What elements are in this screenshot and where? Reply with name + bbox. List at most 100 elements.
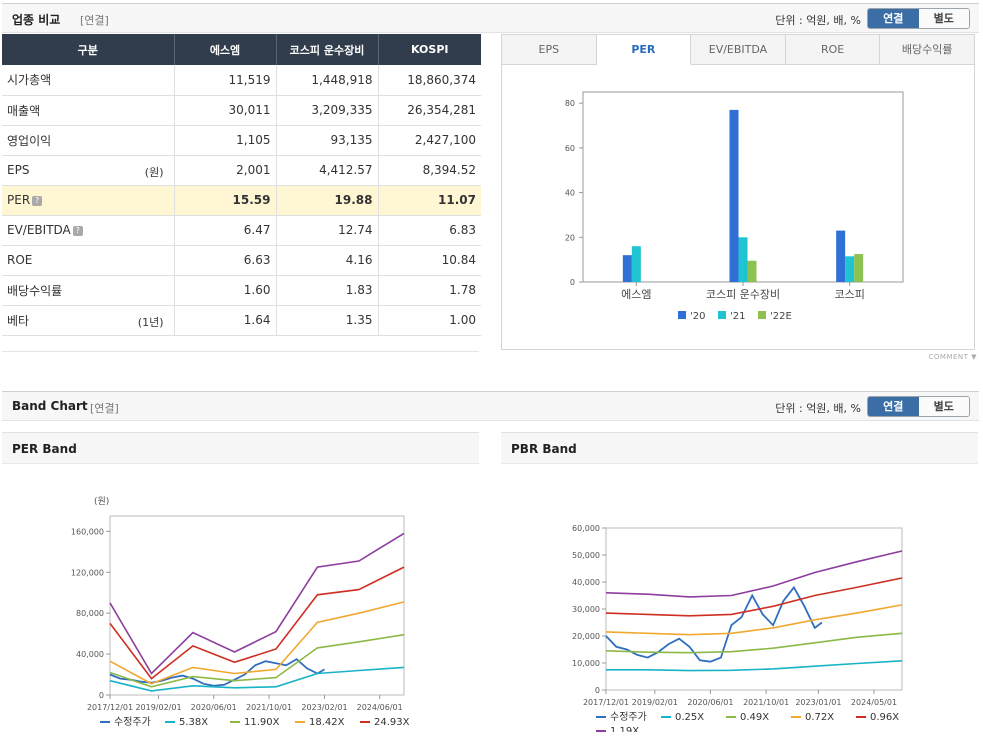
separate-button[interactable]: 별도 [918, 9, 969, 28]
band-section-title: Band Chart [12, 399, 88, 413]
row-value: 93,135 [276, 125, 379, 156]
legend-label: '21 [730, 311, 745, 322]
band-chart-header: Band Chart [연결] 단위 : 억원, 배, % 연결 별도 [2, 391, 979, 421]
row-unit-note: (원) [144, 165, 164, 179]
series-line [109, 532, 405, 675]
per-chart-panel: 0 20 40 60 80 에스엠 코스피 운수장비 코스피 '20 '21 '22E [501, 64, 975, 350]
table-row: EPS (원) 2,001 4,412.57 8,394.52 [2, 155, 481, 186]
legend-label: '20 [690, 311, 705, 322]
series-line [109, 633, 405, 688]
row-label: PER? [2, 185, 175, 216]
row-label-text: ROE [7, 253, 33, 267]
band-separate-button[interactable]: 별도 [918, 397, 969, 416]
tab-ev-ebitda[interactable]: EV/EBITDA [691, 35, 786, 65]
row-value: 1.60 [174, 275, 277, 306]
y-tick-label: 0 [570, 278, 575, 287]
y-tick-label: 160,000 [71, 527, 104, 536]
tab-eps[interactable]: EPS [502, 35, 597, 65]
x-tick-label: 2017/12/01 [87, 703, 133, 712]
row-label: 배당수익률 [2, 275, 175, 306]
table-row: 배당수익률 1.60 1.83 1.78 [2, 275, 481, 306]
series-line [109, 658, 325, 687]
legend-label: '22E [770, 311, 792, 322]
per-band-panel: PER Band (원) 0 40,000 80,000 120,000 160,000 2… [2, 432, 479, 739]
row-value: 1.64 [174, 305, 277, 336]
bar [747, 260, 757, 282]
section-title: 업종 비교 [12, 13, 61, 27]
table-row: EV/EBITDA? 6.47 12.74 6.83 [2, 215, 481, 246]
row-label: 영업이익 [2, 125, 175, 156]
legend-label: 0.96X [870, 712, 899, 723]
series-line [605, 604, 903, 636]
legend-label: 수정주가 [610, 711, 647, 723]
x-tick-label: 2024/06/01 [357, 703, 403, 712]
consolidated-button[interactable]: 연결 [868, 9, 919, 28]
y-unit-label: (원) [94, 496, 109, 507]
metric-tabs: EPS PER EV/EBITDA ROE 배당수익률 [501, 34, 975, 65]
row-value: 6.47 [174, 215, 277, 246]
unit-label: 단위 : 억원, 배, % [775, 14, 861, 27]
row-value: 12.74 [276, 215, 379, 246]
band-consolidated-toggle: 연결 별도 [867, 396, 970, 417]
legend-swatch [718, 311, 726, 319]
legend-label: 0.49X [740, 712, 769, 723]
row-value: 1.35 [276, 305, 379, 336]
series-line [605, 550, 903, 598]
legend-label: 11.90X [244, 717, 280, 728]
x-tick-label: 2020/06/01 [687, 698, 733, 707]
y-tick-label: 20 [565, 233, 575, 242]
row-value: 2,427,100 [378, 125, 481, 156]
y-tick-label: 40 [565, 189, 575, 198]
series-line [605, 585, 823, 663]
legend-label: 24.93X [374, 717, 410, 728]
row-label: 매출액 [2, 95, 175, 126]
row-value: 30,011 [174, 95, 277, 126]
legend-label: 0.25X [675, 712, 704, 723]
y-tick-label: 10,000 [572, 659, 600, 668]
bar [738, 237, 748, 282]
y-tick-label: 20,000 [572, 632, 600, 641]
row-value: 26,354,281 [378, 95, 481, 126]
legend-label: 18.42X [309, 717, 345, 728]
table-row: PER? 15.59 19.88 11.07 [2, 185, 481, 216]
tab-per[interactable]: PER [596, 35, 692, 65]
legend-swatch [678, 311, 686, 319]
bar [729, 109, 739, 282]
x-tick-label: 2019/02/01 [135, 703, 181, 712]
bar [622, 255, 632, 282]
row-value: 6.63 [174, 245, 277, 276]
series-line [109, 666, 405, 692]
per-band-chart: (원) 0 40,000 80,000 120,000 160,000 2017/12/01… [71, 496, 410, 739]
row-value: 6.83 [378, 215, 481, 246]
row-value: 19.88 [276, 185, 379, 216]
legend-swatch [758, 311, 766, 319]
comment-toggle[interactable]: COMMENT ▼ [928, 353, 977, 361]
band-consolidated-button[interactable]: 연결 [868, 397, 919, 416]
y-tick-label: 120,000 [71, 568, 104, 577]
header-company: 에스엠 [174, 34, 277, 65]
row-value: 1.83 [276, 275, 379, 306]
tab-dividend-yield[interactable]: 배당수익률 [880, 35, 974, 65]
help-icon[interactable]: ? [32, 196, 43, 206]
row-value: 1.78 [378, 275, 481, 306]
row-value: 11.07 [378, 185, 481, 216]
row-value: 15.59 [174, 185, 277, 216]
row-label: 베타 (1년) [2, 305, 175, 336]
plot-frame [605, 527, 903, 691]
per-band-title: PER Band [2, 432, 479, 464]
y-tick-label: 50,000 [572, 551, 600, 560]
y-tick-label: 30,000 [572, 605, 600, 614]
x-tick-label: 2019/02/01 [632, 698, 678, 707]
band-unit-label: 단위 : 억원, 배, % [775, 402, 861, 415]
row-value: 3,209,335 [276, 95, 379, 126]
consolidated-toggle: 연결 별도 [867, 8, 970, 29]
row-value: 10.84 [378, 245, 481, 276]
x-tick-label: 2023/01/01 [795, 698, 841, 707]
x-tick-label: 2020/06/01 [191, 703, 237, 712]
y-tick-label: 60 [565, 144, 575, 153]
row-label-text: 시가총액 [7, 73, 52, 88]
tab-roe[interactable]: ROE [785, 35, 881, 65]
help-icon[interactable]: ? [72, 226, 83, 236]
plot-frame [109, 515, 405, 696]
x-tick-label: 2024/05/01 [851, 698, 897, 707]
